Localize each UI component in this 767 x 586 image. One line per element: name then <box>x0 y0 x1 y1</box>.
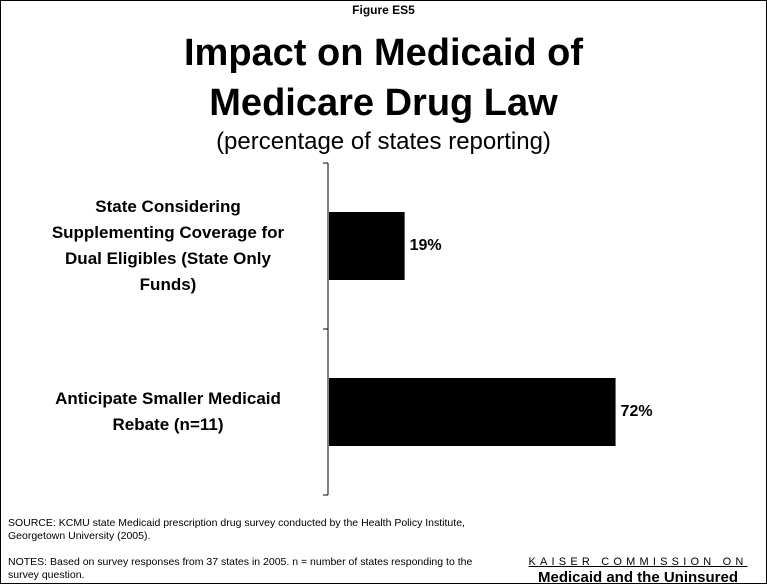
medicaid-uninsured-text: Medicaid and the Uninsured <box>537 569 739 586</box>
bar-series <box>329 212 616 446</box>
kaiser-logo: KAISER COMMISSION ON Medicaid and the Un… <box>520 556 756 586</box>
y-axis <box>323 162 329 496</box>
value-labels: 19% 72% <box>410 237 653 420</box>
bar <box>329 378 616 446</box>
category-label-line: Supplementing Coverage for <box>51 223 285 242</box>
source-note: SOURCE: KCMU state Medicaid prescription… <box>8 517 465 542</box>
category-label-line: Funds) <box>139 275 197 294</box>
bar <box>329 212 405 280</box>
category-label-line: State Considering <box>95 197 241 216</box>
kaiser-commission-text: KAISER COMMISSION ON <box>528 556 748 568</box>
chart-title-line-2: Medicare Drug Law <box>209 82 558 124</box>
category-label-line: Anticipate Smaller Medicaid <box>55 389 281 408</box>
category-label-line: Rebate (n=11) <box>112 415 224 434</box>
category-label: State Considering Supplementing Coverage … <box>20 194 316 298</box>
chart-title: Impact on Medicaid of Medicare Drug Law <box>0 28 767 128</box>
notes-text: NOTES: Based on survey responses from 37… <box>8 556 473 581</box>
figure-label: Figure ES5 <box>352 3 415 17</box>
chart-title-line-1: Impact on Medicaid of <box>183 32 584 74</box>
value-label: 72% <box>621 403 653 420</box>
category-label-line: Dual Eligibles (State Only <box>65 249 271 268</box>
value-label: 19% <box>410 237 442 254</box>
chart-subtitle: (percentage of states reporting) <box>216 128 551 155</box>
category-label: Anticipate Smaller Medicaid Rebate (n=11) <box>20 386 316 438</box>
